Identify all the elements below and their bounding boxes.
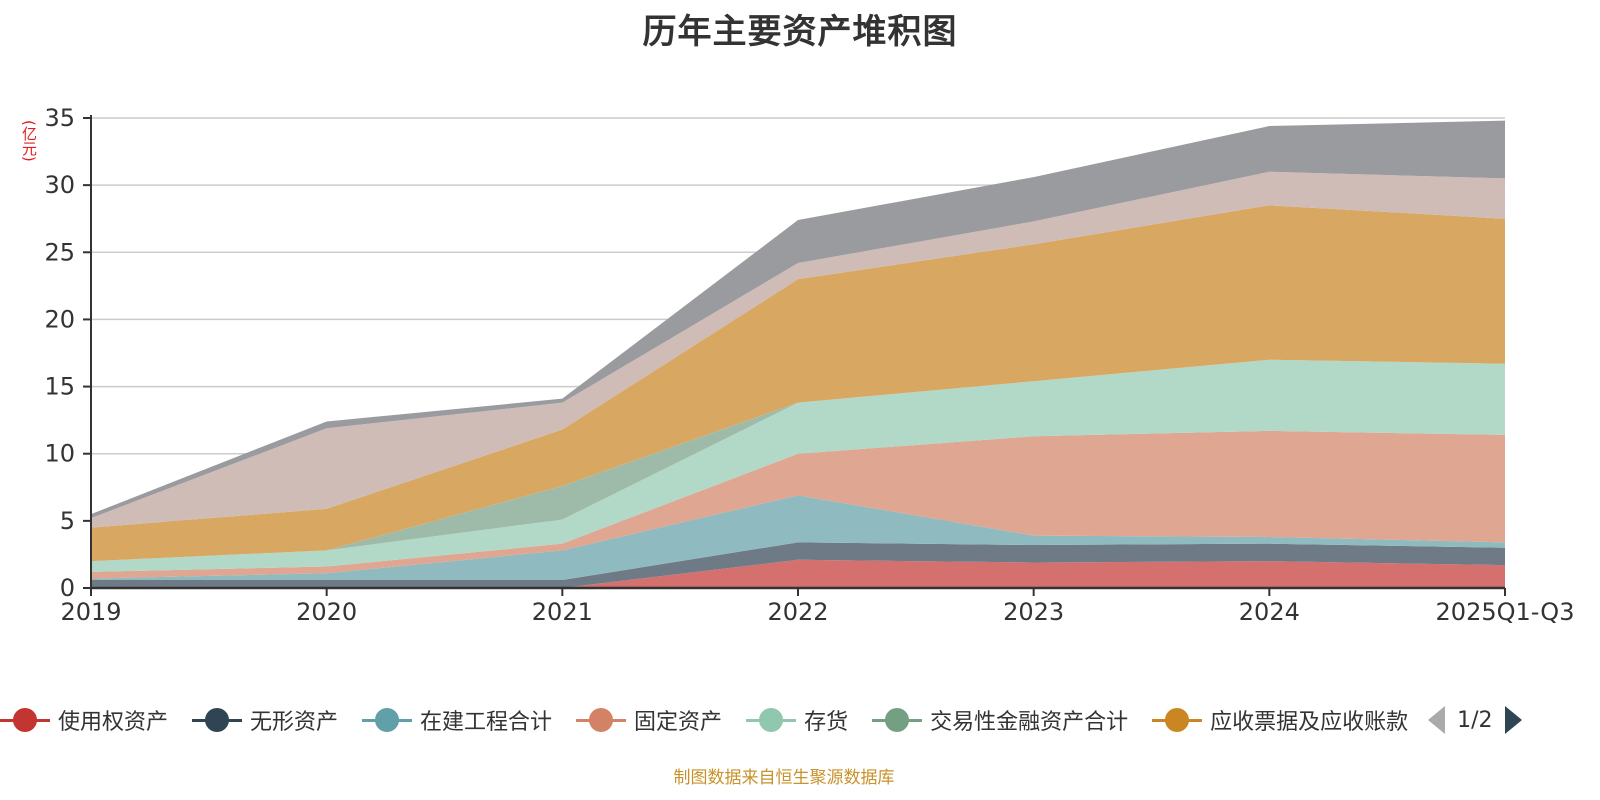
y-tick-label: 0 <box>60 574 75 602</box>
x-tick-label: 2019 <box>60 598 121 626</box>
legend-marker-icon <box>192 707 243 733</box>
area-series <box>91 120 1505 588</box>
legend-label: 无形资产 <box>250 710 339 735</box>
y-tick-labels: 0 5 10 15 20 25 30 35 <box>44 104 75 602</box>
y-tick-label: 10 <box>44 440 75 468</box>
area-5-存货[interactable] <box>91 359 1505 572</box>
y-tick-label: 5 <box>60 507 75 535</box>
area-3-在建工程合计[interactable] <box>91 495 1505 580</box>
legend-label: 在建工程合计 <box>420 710 553 735</box>
area-4-固定资产[interactable] <box>91 430 1505 579</box>
area-2-无形资产[interactable] <box>91 542 1505 588</box>
area-8-其他资产A[interactable] <box>91 171 1505 528</box>
legend-item[interactable]: 固定资产 <box>576 704 722 736</box>
y-tick-label: 25 <box>44 238 75 266</box>
legend-item[interactable]: 无形资产 <box>192 704 338 736</box>
legend-marker-icon <box>746 707 797 733</box>
legend-label: 固定资产 <box>634 710 723 735</box>
legend-page-indicator: 1/2 <box>1457 707 1493 733</box>
legend-prev-page-icon[interactable] <box>1428 706 1446 734</box>
legend-marker-icon <box>0 707 50 733</box>
legend: 使用权资产 无形资产 在建工程合计 固定资产 存货 交易性金融资产合计 应收票据及应收账款 … <box>0 703 1522 737</box>
legend-label: 应收票据及应收账款 <box>1210 710 1409 735</box>
legend-item[interactable]: 存货 <box>746 704 848 736</box>
area-7-应收票据及应收账款[interactable] <box>91 205 1505 562</box>
source-note: 制图数据来自恒生聚源数据库 <box>673 768 895 788</box>
legend-item[interactable]: 在建工程合计 <box>362 704 552 736</box>
axes <box>83 115 1506 596</box>
legend-pager: 1/2 <box>1428 706 1522 734</box>
legend-item[interactable]: 应收票据及应收账款 <box>1152 704 1408 736</box>
legend-label: 存货 <box>804 710 849 735</box>
area-1-使用权资产[interactable] <box>91 559 1505 588</box>
chart-title: 历年主要资产堆积图 <box>642 12 958 52</box>
area-9-其他资产B[interactable] <box>91 120 1505 519</box>
legend-next-page-icon[interactable] <box>1504 706 1522 734</box>
legend-label: 使用权资产 <box>58 710 169 735</box>
x-tick-label: 2020 <box>296 598 357 626</box>
y-tick-label: 20 <box>44 305 75 333</box>
y-axis-unit-label: (亿元) <box>20 120 38 162</box>
x-tick-label: 2022 <box>767 598 828 626</box>
legend-marker-icon <box>872 707 923 733</box>
y-tick-label: 15 <box>44 373 75 401</box>
y-tick-label: 35 <box>44 104 75 132</box>
legend-marker-icon <box>576 707 627 733</box>
legend-marker-icon <box>362 707 413 733</box>
x-tick-label: 2025Q1-Q3 <box>1436 598 1575 626</box>
x-tick-label: 2024 <box>1239 598 1300 626</box>
x-tick-label: 2021 <box>532 598 593 626</box>
legend-marker-icon <box>1152 707 1203 733</box>
y-tick-label: 30 <box>44 171 75 199</box>
x-tick-label: 2023 <box>1003 598 1064 626</box>
legend-label: 交易性金融资产合计 <box>930 710 1129 735</box>
x-tick-labels: 2019 2020 2021 2022 2023 2024 2025Q1-Q3 <box>60 598 1574 626</box>
legend-item[interactable]: 交易性金融资产合计 <box>872 704 1128 736</box>
legend-item[interactable]: 使用权资产 <box>0 704 168 736</box>
